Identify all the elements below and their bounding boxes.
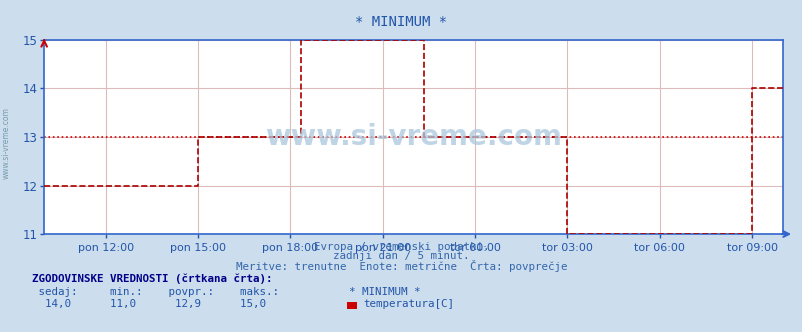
Text: * MINIMUM *: * MINIMUM *	[349, 287, 420, 297]
Text: zadnji dan / 5 minut.: zadnji dan / 5 minut.	[333, 251, 469, 261]
Text: Evropa / vremenski podatki.: Evropa / vremenski podatki.	[314, 242, 488, 252]
Text: ZGODOVINSKE VREDNOSTI (črtkana črta):: ZGODOVINSKE VREDNOSTI (črtkana črta):	[32, 274, 273, 285]
Text: 14,0      11,0      12,9      15,0: 14,0 11,0 12,9 15,0	[32, 299, 265, 309]
Text: * MINIMUM *: * MINIMUM *	[355, 15, 447, 29]
Text: www.si-vreme.com: www.si-vreme.com	[265, 123, 561, 151]
Text: Meritve: trenutne  Enote: metrične  Črta: povprečje: Meritve: trenutne Enote: metrične Črta: …	[236, 260, 566, 272]
Text: sedaj:     min.:    povpr.:    maks.:: sedaj: min.: povpr.: maks.:	[32, 287, 279, 297]
Text: www.si-vreme.com: www.si-vreme.com	[2, 107, 11, 179]
Text: temperatura[C]: temperatura[C]	[363, 299, 453, 309]
